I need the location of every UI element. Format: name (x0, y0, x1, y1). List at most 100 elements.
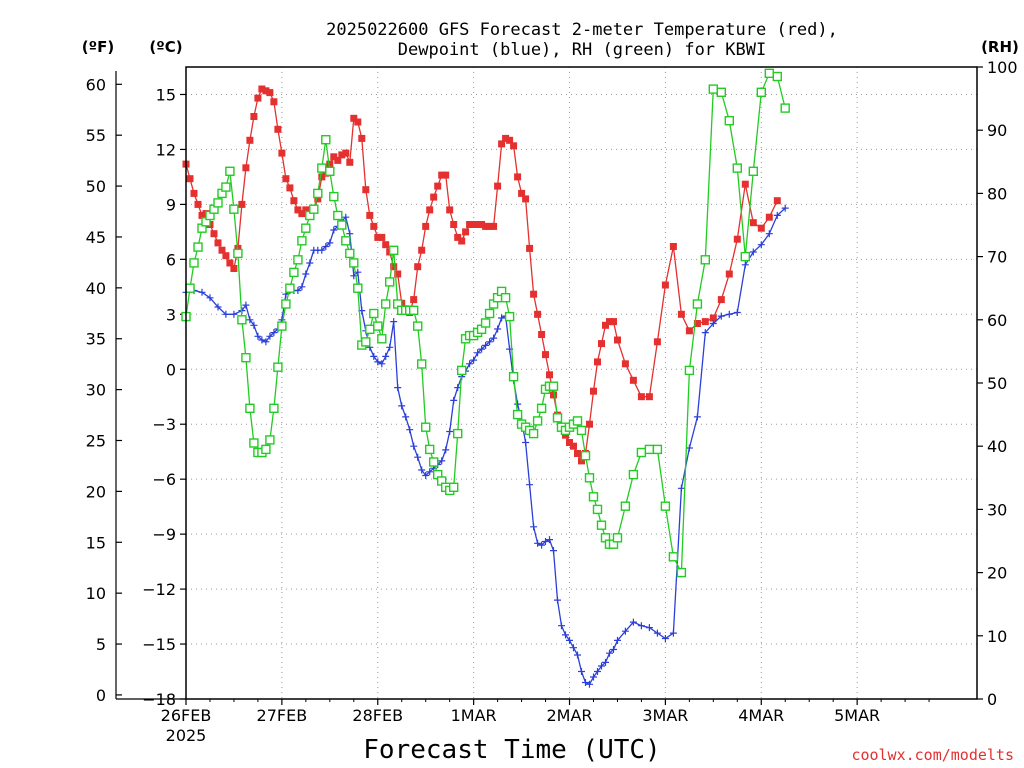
data-point (528, 428, 539, 439)
data-point (214, 239, 222, 247)
data-point (653, 629, 661, 637)
data-point (536, 403, 547, 413)
data-point (321, 134, 331, 145)
data-point (661, 281, 669, 289)
data-point (592, 504, 603, 515)
c-tick-label: 0 (166, 360, 176, 379)
data-point (222, 252, 230, 260)
data-point (566, 636, 573, 644)
data-point (708, 84, 718, 94)
rh-tick-label: 70 (987, 248, 1007, 267)
data-point (438, 457, 446, 465)
data-point (490, 334, 498, 342)
data-point (333, 210, 343, 221)
data-point (314, 195, 322, 203)
data-point (554, 596, 561, 604)
data-point (349, 258, 359, 268)
data-point (302, 206, 310, 214)
data-point (266, 89, 274, 97)
f-tick-label: 20 (86, 482, 106, 501)
c-tick-label: 15 (156, 85, 176, 104)
data-point (764, 68, 774, 79)
data-point (709, 320, 717, 327)
series-rh (181, 68, 790, 578)
data-point (270, 98, 278, 106)
data-point (418, 246, 426, 254)
rh-tick-label: 30 (987, 500, 1007, 519)
data-point (194, 200, 202, 208)
data-point (298, 210, 306, 218)
data-point (562, 631, 569, 639)
data-point (717, 312, 725, 320)
data-point (221, 182, 231, 192)
rh-tick-label: 100 (987, 58, 1018, 77)
data-point (506, 136, 514, 144)
data-point (538, 541, 546, 549)
data-point (668, 552, 679, 562)
data-point (229, 204, 239, 214)
data-point (652, 444, 663, 455)
data-point (353, 283, 363, 293)
c-tick-label: 9 (166, 195, 176, 214)
data-point (454, 233, 462, 241)
data-point (414, 453, 422, 461)
data-point (580, 451, 591, 461)
data-point (450, 221, 458, 228)
c-tick-label: −15 (142, 635, 176, 654)
data-point (269, 403, 279, 413)
data-point (498, 314, 506, 322)
data-point (606, 649, 613, 657)
data-point (198, 288, 206, 296)
data-point (250, 113, 258, 120)
data-point (588, 492, 599, 502)
data-point (241, 353, 251, 363)
data-point (685, 327, 693, 335)
data-point (382, 241, 390, 249)
data-point (478, 221, 486, 228)
data-point (222, 310, 230, 318)
data-point (621, 627, 629, 635)
data-point (282, 175, 290, 183)
data-point (490, 222, 498, 230)
data-point (709, 314, 717, 322)
data-point (273, 362, 283, 372)
data-point (422, 472, 430, 479)
x-tick-label: 28FEB (352, 706, 403, 725)
data-point (661, 635, 669, 642)
data-point (572, 416, 583, 426)
data-point (629, 618, 637, 626)
data-point (342, 149, 350, 157)
rh-tick-label: 80 (987, 184, 1007, 203)
series-2-meter-temperature (182, 85, 781, 465)
data-point (586, 680, 593, 688)
data-point (306, 259, 314, 267)
data-point (422, 222, 430, 230)
f-tick-label: 45 (86, 228, 106, 247)
data-point (378, 360, 386, 368)
data-point (480, 318, 491, 328)
data-point (538, 331, 546, 338)
f-tick-label: 40 (86, 279, 106, 298)
data-point (270, 329, 278, 337)
f-tick-label: 35 (86, 330, 106, 349)
data-point (486, 222, 494, 230)
data-point (466, 221, 474, 228)
f-tick-label: 5 (96, 635, 106, 654)
data-point (382, 352, 390, 360)
x-tick-label: 2MAR (546, 706, 592, 725)
data-point (369, 308, 379, 319)
data-point (186, 175, 194, 183)
data-point (532, 416, 543, 426)
data-point (677, 484, 685, 492)
x-tick-label: 4MAR (738, 706, 784, 725)
data-point (370, 222, 378, 230)
data-point (637, 622, 645, 630)
data-point (330, 226, 338, 234)
data-point (254, 332, 262, 340)
data-point (362, 186, 370, 194)
data-point (534, 310, 542, 318)
data-point (610, 318, 617, 326)
data-point (614, 636, 621, 644)
data-point (334, 156, 342, 164)
